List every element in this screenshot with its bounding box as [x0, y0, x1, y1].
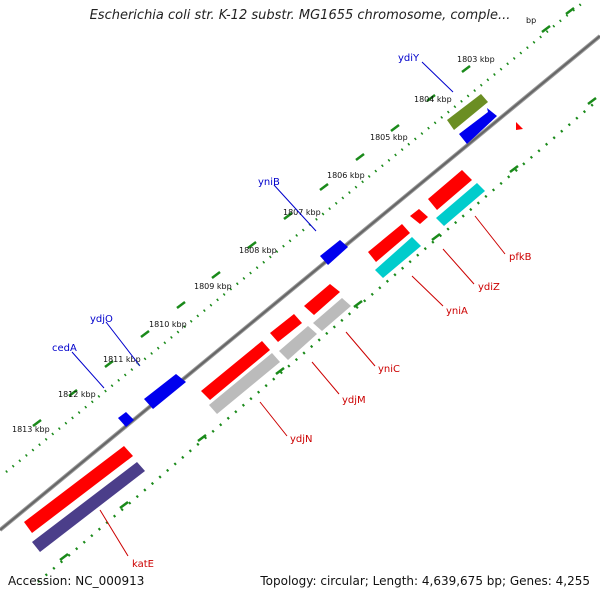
gene-ydjN-cds[interactable] — [209, 353, 280, 414]
gene-yniA[interactable] — [368, 224, 410, 262]
tick-label: 1807 kbp — [283, 208, 321, 217]
tick-label: 1809 kbp — [194, 282, 232, 291]
outer-tick-ruler — [5, 0, 587, 473]
gene-yniB-leader — [273, 184, 317, 232]
tick-label: 1805 kbp — [370, 133, 408, 142]
map-title: Escherichia coli str. K-12 substr. MG165… — [89, 8, 511, 23]
major-ticks — [32, 7, 575, 427]
tick-label: 1812 kbp — [58, 390, 96, 399]
gene-label-yniA[interactable]: yniA — [446, 306, 468, 317]
gene-ydjM-leader — [311, 361, 340, 395]
tick-label: 1813 kbp — [12, 425, 50, 434]
gene-label-ydjN[interactable]: ydjN — [290, 434, 313, 445]
gene-label-ydjM[interactable]: ydjM — [342, 395, 366, 406]
tick-label: 1804 kbp — [414, 95, 452, 104]
tick-label: 1810 kbp — [149, 320, 187, 329]
gene-ydiZ[interactable] — [410, 209, 428, 224]
chromosome-backbone-core — [0, 35, 600, 531]
gene-cedA[interactable] — [118, 412, 134, 427]
gene-katE[interactable] — [24, 446, 133, 533]
accession-text: Accession: NC_000913 — [8, 574, 145, 588]
gene-yniA-cds[interactable] — [375, 237, 421, 278]
gene-ydiY[interactable] — [459, 108, 497, 144]
gene-ydjM[interactable] — [270, 314, 302, 342]
gene-pfkB[interactable] — [428, 170, 472, 210]
gene-fragment[interactable] — [516, 122, 523, 130]
tick-label: 1808 kbp — [239, 246, 277, 255]
gene-label-ydiY[interactable]: ydiY — [398, 53, 420, 64]
gene-ydjO-leader — [105, 321, 141, 367]
gene-katE-leader — [99, 509, 129, 557]
topology-text: Topology: circular; Length: 4,639,675 bp… — [260, 574, 590, 588]
gene-ydiY-cds[interactable] — [447, 94, 488, 130]
gene-pfkB-cds[interactable] — [436, 183, 485, 226]
inner-ticks — [59, 97, 597, 561]
tick-label: 1806 kbp — [327, 171, 365, 180]
tick-label: 1803 kbp — [457, 55, 495, 64]
gene-ydiZ-leader — [442, 248, 475, 285]
gene-ydjM-cds[interactable] — [279, 326, 317, 360]
gene-yniB[interactable] — [320, 240, 348, 265]
gene-ydjN[interactable] — [201, 341, 270, 400]
gene-yniC[interactable] — [304, 284, 340, 315]
gene-label-ydiZ[interactable]: ydiZ — [478, 282, 500, 293]
gene-yniC-cds[interactable] — [313, 298, 351, 331]
gene-label-pfkB[interactable]: pfkB — [509, 252, 532, 263]
gene-ydjO[interactable] — [144, 374, 186, 409]
gene-label-katE[interactable]: katE — [132, 559, 154, 570]
gene-label-cedA[interactable]: cedA — [52, 343, 77, 354]
gene-cedA-leader — [71, 351, 105, 389]
gene-label-ydjO[interactable]: ydjO — [90, 314, 113, 325]
gene-ydiY-leader — [421, 61, 454, 93]
gene-katE-cds[interactable] — [32, 462, 145, 552]
gene-ydjN-leader — [259, 401, 288, 437]
gene-yniC-leader — [345, 331, 376, 367]
gene-label-yniC[interactable]: yniC — [378, 364, 400, 375]
tick-label: bp — [526, 16, 536, 25]
gene-pfkB-leader — [474, 215, 506, 255]
gene-yniA-leader — [411, 275, 444, 307]
gene-label-yniB[interactable]: yniB — [258, 177, 280, 188]
inner-tick-ruler — [37, 99, 599, 583]
tick-label: 1811 kbp — [103, 355, 141, 364]
